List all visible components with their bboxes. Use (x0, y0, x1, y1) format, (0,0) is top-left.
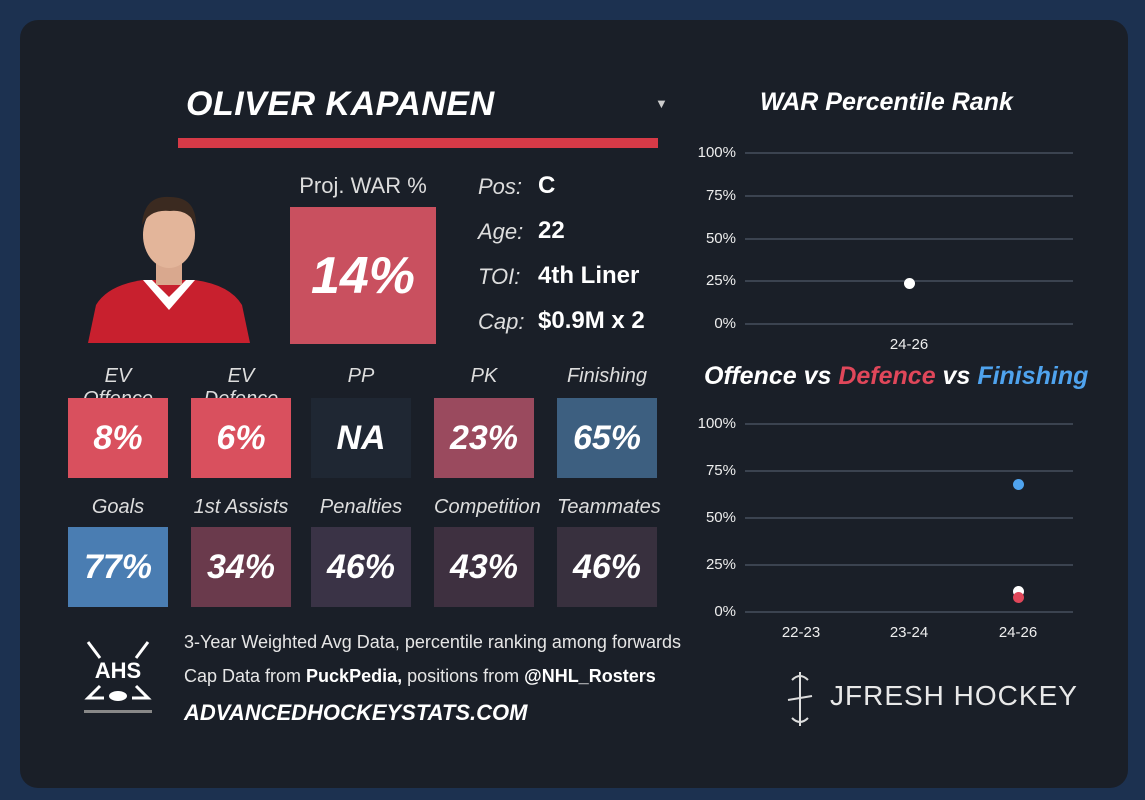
gridline (745, 152, 1073, 154)
data-point-defence (1013, 591, 1024, 603)
stat-tile: 46% (557, 527, 657, 607)
footer-note: 3-Year Weighted Avg Data, percentile ran… (184, 632, 681, 652)
stat-label: Teammates (557, 496, 661, 518)
war-chart-title: WAR Percentile Rank (760, 88, 1013, 116)
stat-label: PK (470, 365, 498, 387)
footer-credits: Cap Data from PuckPedia, positions from … (184, 666, 656, 687)
ovd-chart-title: Offence vs Defence vs Finishing (704, 362, 1088, 391)
player-photo (88, 196, 250, 343)
stat-tile: 65% (557, 398, 657, 478)
info-label: Age: (478, 219, 524, 244)
gridline (745, 564, 1073, 566)
x-tick-label: 24-26 (889, 336, 929, 353)
y-tick-label: 75% (705, 462, 736, 479)
stat-tile: 77% (68, 527, 168, 607)
y-tick-label: 100% (697, 144, 736, 161)
info-label: Cap: (478, 309, 525, 334)
y-tick-label: 0% (714, 603, 736, 620)
y-tick-label: 25% (705, 556, 736, 573)
svg-text:AHS: AHS (95, 658, 141, 683)
jfresh-logo-icon (787, 672, 813, 726)
stat-label: Finishing (566, 365, 648, 387)
x-tick-label: 23-24 (889, 624, 929, 641)
stat-label: Goals (91, 496, 145, 518)
gridline (745, 611, 1073, 613)
stat-tile: NA (311, 398, 411, 478)
dropdown-caret-icon[interactable]: ▼ (655, 96, 668, 111)
stat-tile: 46% (311, 527, 411, 607)
y-tick-label: 50% (705, 229, 736, 247)
stat-label: Competition (434, 496, 541, 518)
data-point-finishing (1013, 479, 1024, 491)
puckpedia-link[interactable]: PuckPedia, (306, 666, 403, 686)
gridline (745, 323, 1073, 325)
y-tick-label: 0% (714, 315, 736, 332)
stat-label: Penalties (319, 496, 403, 518)
stat-tile: 23% (434, 398, 534, 478)
gridline (745, 423, 1073, 425)
gridline (745, 470, 1073, 472)
stat-label: 1st Assists (193, 496, 289, 518)
ahs-logo: AHS (84, 641, 152, 713)
title-defence: Defence (838, 362, 936, 390)
title-finishing: Finishing (977, 362, 1089, 390)
y-tick-label: 50% (705, 509, 736, 526)
gridline (745, 517, 1073, 519)
y-tick-label: 100% (697, 415, 736, 432)
info-label: Pos: (478, 174, 523, 199)
stat-tile: 34% (191, 527, 291, 607)
title-vs: vs (796, 362, 839, 390)
credit-text: positions from (402, 666, 525, 686)
data-point-war (904, 277, 915, 289)
title-vs: vs (935, 362, 978, 390)
stat-label: PP (347, 365, 375, 387)
proj-war-label: Proj. WAR % (299, 173, 427, 198)
data-point-offence (1013, 586, 1024, 598)
title-underline (178, 138, 658, 148)
proj-war-tile: 14% (290, 207, 436, 344)
info-value: C (538, 172, 556, 199)
info-value: 22 (538, 217, 565, 244)
info-value: 4th Liner (538, 262, 640, 289)
gridline (745, 237, 1073, 240)
stat-tile: 8% (68, 398, 168, 478)
y-tick-label: 25% (705, 272, 736, 290)
title-offence: Offence (704, 362, 797, 390)
player-name: OLIVER KAPANEN (186, 85, 495, 123)
stat-tile: 6% (191, 398, 291, 478)
credit-text: Cap Data from (184, 666, 307, 686)
website-link[interactable]: ADVANCEDHOCKEYSTATS.COM (184, 700, 528, 725)
x-tick-label: 24-26 (998, 624, 1038, 641)
x-tick-label: 22-23 (781, 624, 821, 641)
info-value: $0.9M x 2 (538, 307, 645, 334)
jfresh-brand: JFRESH HOCKEY (830, 680, 1078, 711)
y-tick-label: 75% (705, 186, 736, 204)
nhl-rosters-link[interactable]: @NHL_Rosters (524, 666, 656, 686)
info-label: TOI: (478, 264, 521, 289)
stat-tile: 43% (434, 527, 534, 607)
gridline (745, 194, 1073, 197)
